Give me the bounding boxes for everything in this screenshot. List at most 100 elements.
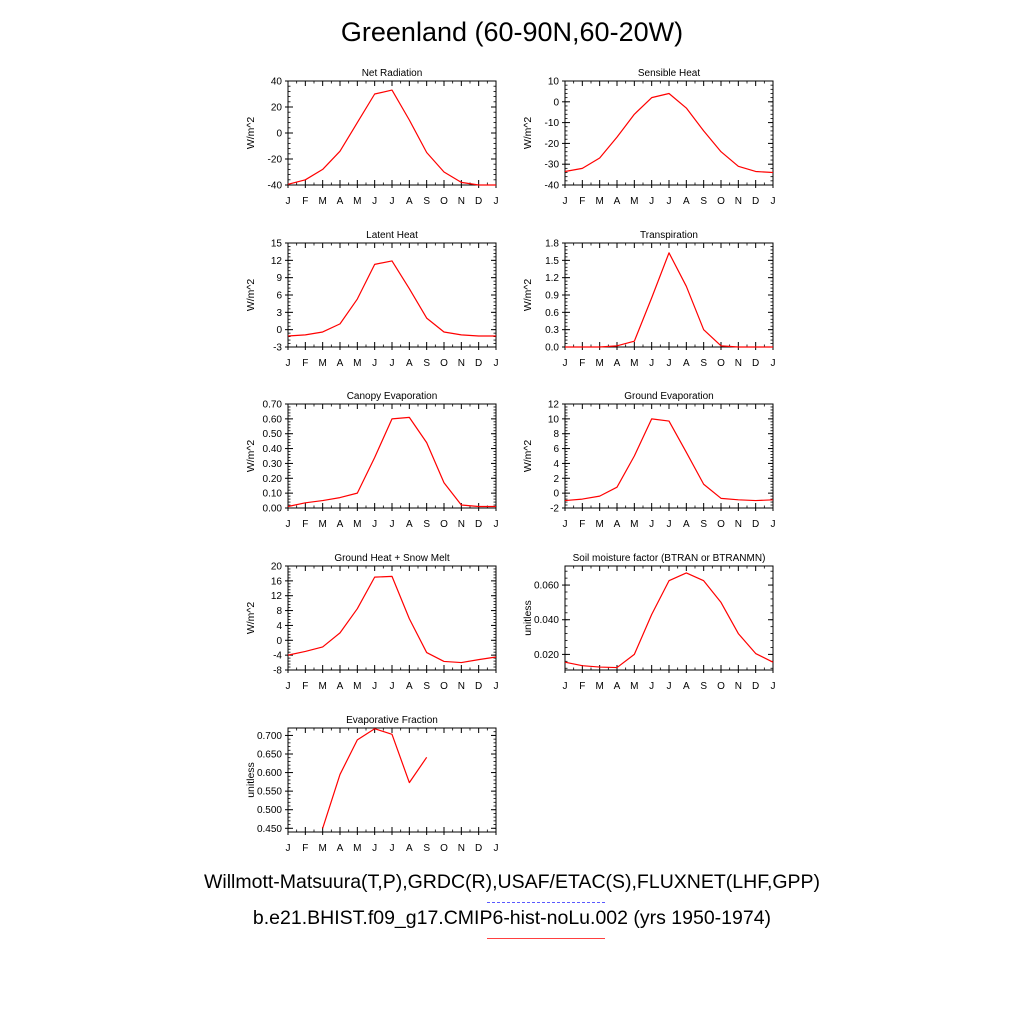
x-tick-label: M [353, 519, 361, 530]
y-tick-label: 4 [553, 459, 559, 470]
y-tick-label: 0.060 [534, 581, 559, 592]
x-tick-label: J [563, 358, 568, 369]
y-tick-label: 0.6 [545, 308, 559, 319]
x-tick-label: S [700, 196, 707, 207]
y-tick-label: 8 [276, 606, 282, 617]
y-tick-label: 0.40 [263, 444, 283, 455]
series-line [287, 260, 496, 337]
y-tick-label: 8 [553, 429, 559, 440]
panel-title: Net Radiation [362, 68, 423, 79]
series-line [322, 728, 428, 829]
y-tick-label: 0.60 [263, 414, 283, 425]
x-tick-label: M [353, 196, 361, 207]
x-tick-label: A [683, 358, 690, 369]
y-tick-label: 12 [271, 256, 283, 267]
x-tick-label: J [286, 519, 291, 530]
x-tick-label: O [440, 843, 448, 854]
model-legend-swatch [487, 938, 605, 939]
x-tick-label: F [302, 843, 308, 854]
y-tick-label: 1.5 [545, 256, 559, 267]
plot-frame [564, 80, 774, 186]
y-tick-label: 1.2 [545, 273, 559, 284]
x-tick-label: O [440, 519, 448, 530]
x-tick-label: O [717, 519, 725, 530]
x-tick-label: O [440, 358, 448, 369]
x-tick-label: D [475, 843, 482, 854]
y-tick-label: 6 [276, 291, 282, 302]
x-tick-label: J [372, 196, 377, 207]
y-tick-label: -2 [550, 504, 559, 515]
x-tick-label: A [683, 681, 690, 692]
y-tick-label: 0.650 [257, 750, 282, 761]
y-tick-label: 12 [548, 400, 560, 411]
y-tick-label: -40 [545, 181, 560, 192]
x-tick-label: N [735, 519, 742, 530]
x-tick-label: O [717, 196, 725, 207]
x-tick-label: J [649, 358, 654, 369]
y-axis-label: W/m^2 [245, 440, 257, 473]
y-tick-label: 0.020 [534, 650, 559, 661]
x-tick-label: J [771, 196, 776, 207]
y-axis-label: unitless [245, 762, 257, 798]
y-tick-label: -3 [273, 343, 282, 354]
y-tick-label: 0 [276, 325, 282, 336]
x-tick-label: J [563, 196, 568, 207]
x-tick-label: J [563, 681, 568, 692]
x-tick-label: S [423, 358, 430, 369]
canopy-evaporation-panel: Canopy Evaporation W/m^2 0.00 0.10 0.20 0.30 0… [245, 391, 499, 530]
plot-frame [287, 80, 497, 186]
x-tick-label: A [614, 681, 621, 692]
x-tick-label: A [406, 358, 413, 369]
x-tick-label: M [630, 519, 638, 530]
x-tick-label: A [337, 681, 344, 692]
x-tick-label: N [458, 358, 465, 369]
x-tick-label: J [390, 519, 395, 530]
x-tick-label: J [771, 358, 776, 369]
x-tick-label: N [458, 681, 465, 692]
series-line [287, 416, 496, 508]
y-tick-label: 0.70 [263, 400, 283, 411]
x-tick-label: J [649, 681, 654, 692]
x-tick-label: J [372, 519, 377, 530]
x-tick-label: J [372, 843, 377, 854]
x-tick-label: N [458, 519, 465, 530]
plot-frame [564, 242, 774, 348]
x-tick-label: F [302, 358, 308, 369]
x-tick-label: A [337, 196, 344, 207]
y-tick-label: -40 [268, 181, 283, 192]
panel-title: Ground Evaporation [624, 391, 714, 402]
evaporative-fraction-panel: Evaporative Fraction unitless 0.450 0.500 0.… [245, 715, 499, 854]
x-tick-label: S [700, 681, 707, 692]
x-tick-label: S [700, 519, 707, 530]
panel-title: Canopy Evaporation [347, 391, 438, 402]
x-tick-label: J [649, 196, 654, 207]
plot-frame [564, 403, 774, 509]
x-tick-label: A [614, 519, 621, 530]
y-axis-label: W/m^2 [522, 440, 534, 473]
y-tick-label: 12 [271, 591, 283, 602]
y-tick-label: 0 [276, 129, 282, 140]
x-tick-label: D [752, 681, 759, 692]
x-tick-label: M [318, 358, 326, 369]
x-tick-label: A [406, 843, 413, 854]
x-tick-label: F [302, 681, 308, 692]
x-tick-label: J [494, 681, 499, 692]
y-axis-label: W/m^2 [522, 117, 534, 150]
x-tick-label: A [683, 196, 690, 207]
x-tick-label: S [423, 519, 430, 530]
y-tick-label: 20 [271, 562, 283, 573]
x-tick-label: A [683, 519, 690, 530]
x-tick-label: M [318, 681, 326, 692]
y-tick-label: 2 [553, 474, 559, 485]
x-tick-label: S [423, 681, 430, 692]
y-tick-label: 0.550 [257, 787, 282, 798]
x-tick-label: J [771, 519, 776, 530]
y-tick-label: 0.30 [263, 459, 283, 470]
panel-title: Ground Heat + Snow Melt [334, 553, 450, 564]
x-tick-label: J [286, 681, 291, 692]
x-tick-label: A [614, 358, 621, 369]
x-tick-label: N [735, 358, 742, 369]
y-tick-label: 40 [271, 77, 283, 88]
figure-title: Greenland (60-90N,60-20W) [340, 17, 684, 47]
